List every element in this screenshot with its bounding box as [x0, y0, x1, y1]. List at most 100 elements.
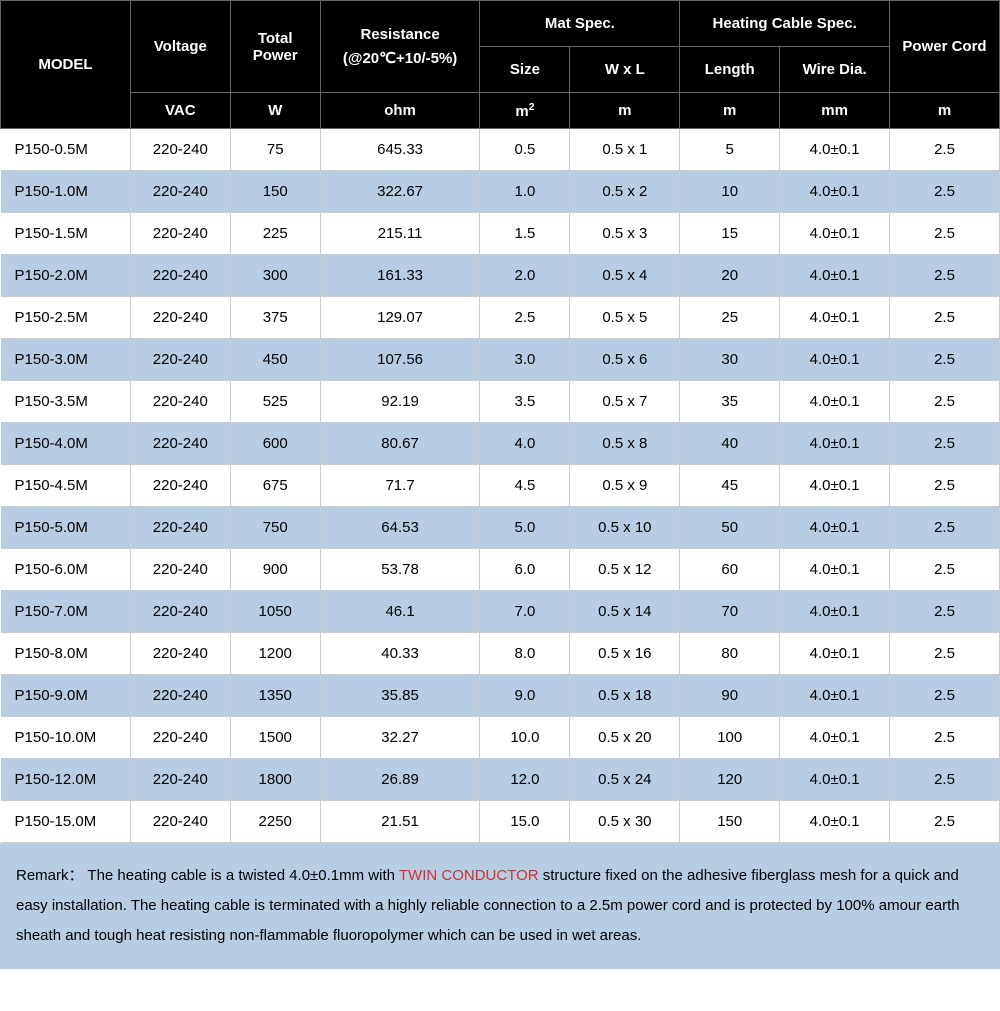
- cell-size: 7.0: [480, 591, 570, 633]
- cell-wxl: 0.5 x 30: [570, 801, 680, 843]
- table-row: P150-15.0M220-240225021.5115.00.5 x 3015…: [1, 801, 1000, 843]
- cell-wire_dia: 4.0±0.1: [780, 549, 890, 591]
- cell-voltage: 220-240: [130, 801, 230, 843]
- cell-model: P150-9.0M: [1, 675, 131, 717]
- cell-wxl: 0.5 x 6: [570, 339, 680, 381]
- cell-power_cord: 2.5: [890, 339, 1000, 381]
- cell-voltage: 220-240: [130, 297, 230, 339]
- resistance-label: Resistance: [325, 26, 476, 43]
- cell-length: 35: [680, 381, 780, 423]
- cell-wire_dia: 4.0±0.1: [780, 213, 890, 255]
- cell-power_cord: 2.5: [890, 759, 1000, 801]
- cell-total_power: 75: [230, 129, 320, 171]
- col-power-cord: Power Cord: [890, 1, 1000, 93]
- cell-wxl: 0.5 x 5: [570, 297, 680, 339]
- cell-total_power: 525: [230, 381, 320, 423]
- table-row: P150-2.5M220-240375129.072.50.5 x 5254.0…: [1, 297, 1000, 339]
- cell-model: P150-2.5M: [1, 297, 131, 339]
- cell-power_cord: 2.5: [890, 549, 1000, 591]
- cell-resistance: 26.89: [320, 759, 480, 801]
- cell-length: 70: [680, 591, 780, 633]
- cell-model: P150-1.5M: [1, 213, 131, 255]
- cell-total_power: 150: [230, 171, 320, 213]
- cell-model: P150-3.0M: [1, 339, 131, 381]
- cell-total_power: 1800: [230, 759, 320, 801]
- cell-model: P150-4.5M: [1, 465, 131, 507]
- cell-wxl: 0.5 x 7: [570, 381, 680, 423]
- cell-size: 0.5: [480, 129, 570, 171]
- cell-length: 80: [680, 633, 780, 675]
- table-row: P150-3.5M220-24052592.193.50.5 x 7354.0±…: [1, 381, 1000, 423]
- cell-voltage: 220-240: [130, 633, 230, 675]
- cell-power_cord: 2.5: [890, 465, 1000, 507]
- cell-wire_dia: 4.0±0.1: [780, 423, 890, 465]
- cell-model: P150-0.5M: [1, 129, 131, 171]
- unit-resistance: ohm: [320, 93, 480, 129]
- cell-resistance: 32.27: [320, 717, 480, 759]
- cell-wxl: 0.5 x 3: [570, 213, 680, 255]
- cell-voltage: 220-240: [130, 171, 230, 213]
- cell-wire_dia: 4.0±0.1: [780, 339, 890, 381]
- table-row: P150-7.0M220-240105046.17.00.5 x 14704.0…: [1, 591, 1000, 633]
- cell-resistance: 107.56: [320, 339, 480, 381]
- cell-length: 5: [680, 129, 780, 171]
- cell-wxl: 0.5 x 8: [570, 423, 680, 465]
- cell-power_cord: 2.5: [890, 801, 1000, 843]
- cell-voltage: 220-240: [130, 591, 230, 633]
- col-heating-cable-spec: Heating Cable Spec.: [680, 1, 890, 47]
- table-row: P150-5.0M220-24075064.535.00.5 x 10504.0…: [1, 507, 1000, 549]
- cell-model: P150-1.0M: [1, 171, 131, 213]
- cell-length: 120: [680, 759, 780, 801]
- col-total-power: Total Power: [230, 1, 320, 93]
- cell-total_power: 900: [230, 549, 320, 591]
- cell-voltage: 220-240: [130, 549, 230, 591]
- cell-voltage: 220-240: [130, 339, 230, 381]
- cell-size: 6.0: [480, 549, 570, 591]
- cell-voltage: 220-240: [130, 129, 230, 171]
- cell-wire_dia: 4.0±0.1: [780, 633, 890, 675]
- cell-voltage: 220-240: [130, 675, 230, 717]
- cell-length: 50: [680, 507, 780, 549]
- cell-resistance: 322.67: [320, 171, 480, 213]
- table-row: P150-12.0M220-240180026.8912.00.5 x 2412…: [1, 759, 1000, 801]
- cell-power_cord: 2.5: [890, 591, 1000, 633]
- cell-voltage: 220-240: [130, 213, 230, 255]
- cell-power_cord: 2.5: [890, 129, 1000, 171]
- remark-block: Remark： The heating cable is a twisted 4…: [0, 843, 1000, 969]
- cell-power_cord: 2.5: [890, 171, 1000, 213]
- table-row: P150-1.0M220-240150322.671.00.5 x 2104.0…: [1, 171, 1000, 213]
- cell-total_power: 1200: [230, 633, 320, 675]
- cell-length: 150: [680, 801, 780, 843]
- table-row: P150-2.0M220-240300161.332.00.5 x 4204.0…: [1, 255, 1000, 297]
- cell-size: 1.0: [480, 171, 570, 213]
- cell-total_power: 750: [230, 507, 320, 549]
- remark-prefix: Remark：: [16, 867, 84, 884]
- cell-power_cord: 2.5: [890, 675, 1000, 717]
- cell-wire_dia: 4.0±0.1: [780, 465, 890, 507]
- cell-voltage: 220-240: [130, 465, 230, 507]
- cell-resistance: 645.33: [320, 129, 480, 171]
- remark-highlight: TWIN CONDUCTOR: [399, 867, 539, 884]
- cell-total_power: 1350: [230, 675, 320, 717]
- table-row: P150-0.5M220-24075645.330.50.5 x 154.0±0…: [1, 129, 1000, 171]
- col-resistance: Resistance (@20℃+10/-5%): [320, 1, 480, 93]
- cell-resistance: 92.19: [320, 381, 480, 423]
- cell-wxl: 0.5 x 16: [570, 633, 680, 675]
- unit-voltage: VAC: [130, 93, 230, 129]
- cell-power_cord: 2.5: [890, 633, 1000, 675]
- cell-wire_dia: 4.0±0.1: [780, 507, 890, 549]
- cell-size: 15.0: [480, 801, 570, 843]
- col-mat-spec: Mat Spec.: [480, 1, 680, 47]
- table-row: P150-9.0M220-240135035.859.00.5 x 18904.…: [1, 675, 1000, 717]
- cell-power_cord: 2.5: [890, 213, 1000, 255]
- cell-size: 10.0: [480, 717, 570, 759]
- col-model: MODEL: [1, 1, 131, 129]
- cell-voltage: 220-240: [130, 381, 230, 423]
- col-length: Length: [680, 47, 780, 93]
- cell-model: P150-6.0M: [1, 549, 131, 591]
- cell-size: 9.0: [480, 675, 570, 717]
- cell-wxl: 0.5 x 10: [570, 507, 680, 549]
- cell-model: P150-4.0M: [1, 423, 131, 465]
- cell-resistance: 129.07: [320, 297, 480, 339]
- cell-length: 15: [680, 213, 780, 255]
